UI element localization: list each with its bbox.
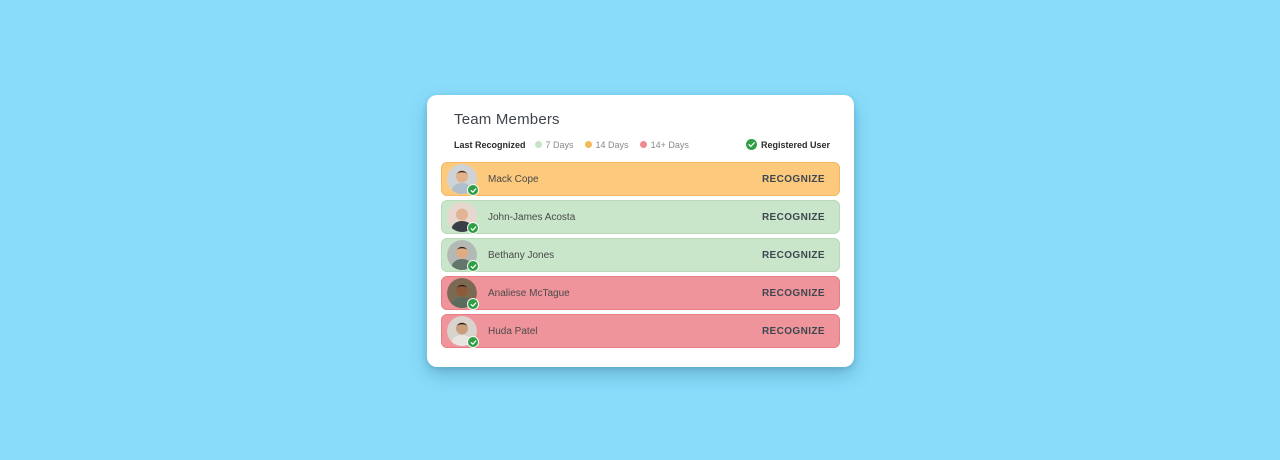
member-name: Bethany Jones bbox=[488, 249, 555, 261]
avatar bbox=[447, 278, 479, 310]
recognize-button[interactable]: RECOGNIZE bbox=[760, 168, 827, 191]
avatar bbox=[447, 164, 479, 196]
verified-badge-icon bbox=[467, 222, 479, 234]
legend-dot-14-days-icon bbox=[584, 141, 592, 148]
team-members-card: Team Members Last Recognized 7 Days 14 D… bbox=[427, 95, 854, 367]
member-name: Analiese McTague bbox=[488, 287, 570, 299]
legend-item-14-plus-days: 14+ Days bbox=[639, 139, 689, 150]
recognition-legend: Last Recognized 7 Days 14 Days 14+ Days bbox=[454, 139, 830, 150]
member-row: Huda Patel RECOGNIZE bbox=[441, 314, 840, 348]
member-name: Mack Cope bbox=[488, 173, 539, 185]
member-row: Bethany Jones RECOGNIZE bbox=[441, 238, 840, 272]
legend-item-label: 14 Days bbox=[595, 139, 629, 150]
registered-user-legend: Registered User bbox=[745, 139, 830, 150]
last-recognized-legend: Last Recognized 7 Days 14 Days 14+ Days bbox=[454, 140, 700, 150]
avatar bbox=[447, 202, 479, 234]
member-name: Huda Patel bbox=[488, 325, 538, 337]
member-list: Mack Cope RECOGNIZE John-James Acosta RE… bbox=[441, 162, 840, 348]
registered-user-label: Registered User bbox=[760, 139, 830, 150]
recognize-button[interactable]: RECOGNIZE bbox=[760, 320, 827, 343]
member-row: Mack Cope RECOGNIZE bbox=[441, 162, 840, 196]
recognize-button[interactable]: RECOGNIZE bbox=[760, 282, 827, 305]
legend-label: Last Recognized bbox=[454, 139, 526, 150]
member-row: Analiese McTague RECOGNIZE bbox=[441, 276, 840, 310]
recognize-button[interactable]: RECOGNIZE bbox=[760, 206, 827, 229]
check-circle-icon bbox=[745, 139, 757, 150]
legend-item-label: 7 Days bbox=[545, 139, 574, 150]
member-row: John-James Acosta RECOGNIZE bbox=[441, 200, 840, 234]
legend-item-label: 14+ Days bbox=[650, 139, 689, 150]
page-title: Team Members bbox=[454, 111, 560, 128]
legend-item-14-days: 14 Days bbox=[584, 139, 629, 150]
verified-badge-icon bbox=[467, 298, 479, 310]
verified-badge-icon bbox=[467, 336, 479, 348]
legend-item-7-days: 7 Days bbox=[534, 139, 574, 150]
verified-badge-icon bbox=[467, 260, 479, 272]
verified-badge-icon bbox=[467, 184, 479, 196]
legend-dot-7-days-icon bbox=[534, 141, 542, 148]
avatar bbox=[447, 316, 479, 348]
recognize-button[interactable]: RECOGNIZE bbox=[760, 244, 827, 267]
legend-dot-14-plus-days-icon bbox=[639, 141, 647, 148]
avatar bbox=[447, 240, 479, 272]
member-name: John-James Acosta bbox=[488, 211, 576, 223]
